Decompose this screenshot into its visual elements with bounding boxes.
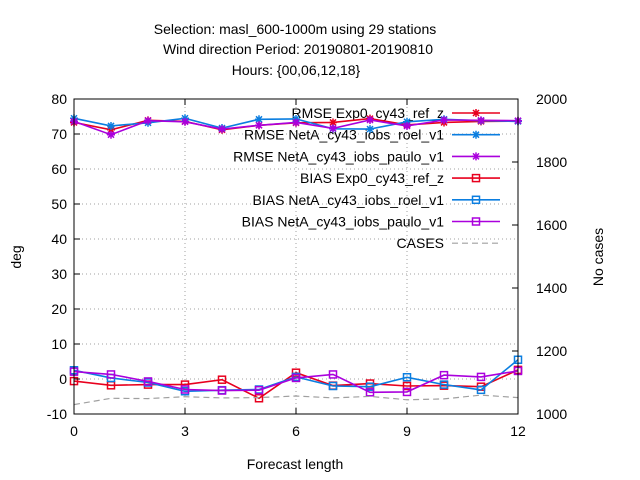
legend-entry: RMSE NetA_cy43_iobs_paulo_v1	[233, 148, 500, 164]
data-point-square	[365, 388, 375, 397]
data-point-square	[365, 382, 375, 391]
legend-label: CASES	[397, 235, 444, 251]
series	[69, 114, 523, 406]
y-tick-label: 80	[51, 91, 67, 107]
data-point-square	[328, 370, 338, 379]
data-point-star	[255, 115, 263, 124]
series-5	[69, 366, 523, 397]
data-point-star	[144, 116, 152, 125]
data-point-square	[476, 372, 486, 382]
data-point-square	[471, 217, 481, 226]
legend-entry: RMSE Exp0_cy43_ref_z	[291, 105, 500, 121]
data-point-square	[180, 385, 190, 394]
data-point-square	[254, 385, 264, 395]
x-tick-label: 6	[292, 423, 300, 439]
data-point-square	[106, 370, 116, 379]
legend-label: RMSE NetA_cy43_iobs_paulo_v1	[233, 148, 444, 164]
y2-tick-label: 1800	[536, 154, 567, 170]
legend-entry: BIAS NetA_cy43_iobs_paulo_v1	[242, 214, 500, 230]
data-point-square	[439, 370, 449, 380]
series-line	[73, 370, 519, 394]
legend-entry: CASES	[397, 235, 500, 251]
x-tick-label: 9	[403, 423, 411, 439]
title-line-2: Wind direction Period: 20190801-20190810	[163, 41, 433, 57]
data-point-star	[107, 130, 115, 139]
data-point-square	[476, 385, 486, 395]
y-tick-label: 60	[51, 161, 67, 177]
data-point-square	[471, 173, 481, 183]
legend-label: RMSE Exp0_cy43_ref_z	[291, 105, 444, 121]
y2-tick-label: 1400	[536, 280, 567, 296]
series-line	[73, 359, 519, 393]
y2-tick-label: 1200	[536, 343, 567, 359]
legend-label: BIAS NetA_cy43_iobs_roel_v1	[253, 192, 445, 208]
y-tick-label: 40	[51, 231, 67, 247]
data-point-star	[403, 117, 411, 126]
legend-entry: RMSE NetA_cy43_iobs_roel_v1	[244, 127, 500, 143]
y-axis-label: deg	[8, 245, 24, 268]
series-line	[73, 394, 519, 406]
grid	[74, 99, 518, 414]
y2-tick-label: 2000	[536, 91, 567, 107]
y-tick-label: 50	[51, 196, 67, 212]
x-tick-label: 3	[181, 423, 189, 439]
data-point-square	[402, 381, 412, 391]
data-point-star	[403, 121, 411, 130]
data-point-star	[255, 121, 263, 130]
data-point-star	[218, 125, 226, 134]
data-point-star	[329, 124, 337, 133]
data-point-star	[477, 116, 485, 125]
y-tick-label: 0	[59, 371, 67, 387]
legend-label: RMSE NetA_cy43_iobs_roel_v1	[244, 127, 444, 143]
x-tick-label: 12	[510, 423, 526, 439]
y-tick-label: 30	[51, 266, 67, 282]
data-point-square	[471, 195, 481, 205]
legend: RMSE Exp0_cy43_ref_z RMSE NetA_cy43_iobs_…	[233, 105, 500, 251]
legend-entry: BIAS NetA_cy43_iobs_roel_v1	[253, 192, 500, 208]
plot-frame	[73, 98, 519, 415]
data-point-square	[291, 373, 301, 383]
chart-title: Selection: masl_600-1000m using 29 stati…	[154, 21, 437, 78]
y-tick-label: 10	[51, 336, 67, 352]
data-point-star	[472, 130, 480, 139]
y2-tick-label: 1600	[536, 217, 567, 233]
series-6	[73, 394, 519, 406]
data-point-star	[107, 121, 115, 130]
data-point-star	[329, 118, 337, 127]
data-point-star	[472, 109, 480, 117]
data-point-square	[402, 387, 412, 397]
data-point-square	[143, 377, 153, 386]
data-point-square	[328, 381, 338, 391]
title-line-3: Hours: {00,06,12,18}	[232, 62, 361, 78]
y2-tick-label: 1000	[536, 406, 567, 422]
data-point-square	[217, 386, 227, 395]
data-point-star	[472, 152, 480, 161]
data-point-square	[254, 394, 264, 403]
x-axis-label: Forecast length	[247, 456, 344, 472]
y-tick-label: 70	[51, 126, 67, 142]
x-tick-label: 0	[70, 423, 78, 439]
data-point-star	[440, 116, 448, 124]
data-point-square	[439, 380, 449, 389]
legend-entry: BIAS Exp0_cy43_ref_z	[300, 170, 500, 186]
y2-axis-label: No cases	[590, 228, 606, 286]
data-point-star	[366, 125, 374, 134]
data-point-square	[402, 373, 412, 382]
data-point-star	[366, 116, 374, 124]
legend-label: BIAS NetA_cy43_iobs_paulo_v1	[242, 214, 445, 230]
legend-label: BIAS Exp0_cy43_ref_z	[300, 170, 444, 186]
data-point-star	[181, 117, 189, 126]
data-point-star	[292, 118, 300, 127]
y-tick-label: 20	[51, 301, 67, 317]
data-point-square	[217, 375, 227, 384]
y-tick-label: -10	[47, 406, 67, 422]
title-line-1: Selection: masl_600-1000m using 29 stati…	[154, 21, 437, 37]
